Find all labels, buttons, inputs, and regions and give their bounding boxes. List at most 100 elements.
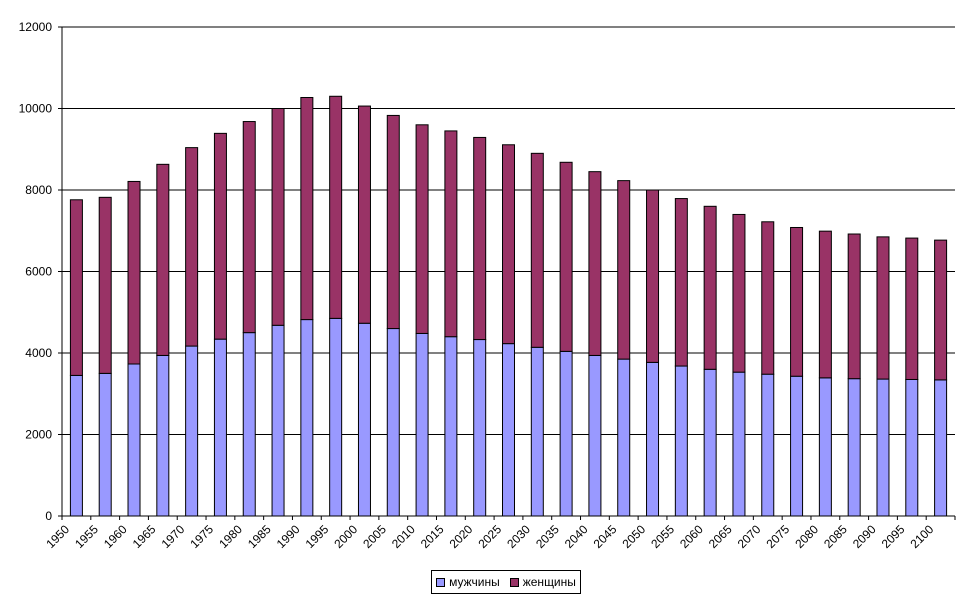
bar-women — [674, 198, 688, 367]
x-tick-label: 1965 — [130, 522, 159, 551]
bar-men — [530, 346, 544, 517]
bar-women — [559, 161, 573, 352]
bar-men — [242, 332, 256, 517]
y-tick-label: 4000 — [25, 346, 52, 360]
x-tick-label: 2085 — [821, 522, 850, 551]
bar-women — [98, 196, 112, 374]
x-tick-label: 2080 — [792, 522, 821, 551]
bar-men — [386, 328, 400, 517]
x-tick-label: 2095 — [879, 522, 908, 551]
bar-men — [300, 319, 314, 517]
y-tick-label: 6000 — [25, 265, 52, 279]
bar-men — [876, 378, 890, 517]
x-tick-label: 1955 — [72, 522, 101, 551]
bar-women — [732, 213, 746, 373]
bar-men — [905, 378, 919, 517]
x-tick-label: 2015 — [418, 522, 447, 551]
bar-women — [386, 114, 400, 330]
x-tick-label: 2065 — [706, 522, 735, 551]
bar-women — [617, 180, 631, 360]
x-tick-label: 1975 — [187, 522, 216, 551]
bar-men — [185, 345, 199, 517]
x-tick-label: 1980 — [216, 522, 245, 551]
legend-swatch-men — [436, 577, 446, 587]
bar-women — [242, 121, 256, 334]
bar-women — [790, 226, 804, 377]
x-tick-labels: 1950 1955 1960 1965 1970 1975 1980 1985 1990 1995… — [43, 522, 936, 551]
bar-women — [588, 171, 602, 356]
bar-women — [127, 180, 141, 365]
legend-label-women: женщины — [522, 575, 576, 589]
x-tick-label: 1960 — [101, 522, 130, 551]
bar-men — [617, 358, 631, 517]
bar-women — [934, 239, 948, 381]
bar-women — [876, 236, 890, 380]
legend-swatch-women — [509, 577, 519, 587]
bar-women — [818, 230, 832, 379]
x-tick-label: 2030 — [504, 522, 533, 551]
bar-women — [213, 132, 227, 340]
x-tick-label: 2055 — [648, 522, 677, 551]
bar-men — [357, 322, 371, 517]
bar-women — [329, 95, 343, 319]
bar-women — [444, 130, 458, 338]
x-tick-label: 2070 — [735, 522, 764, 551]
bar-men — [271, 324, 285, 517]
x-tick-label: 1970 — [159, 522, 188, 551]
y-tick-label: 10000 — [19, 102, 53, 116]
legend-item-women: женщины — [509, 575, 576, 589]
bar-men — [415, 332, 429, 517]
legend-item-men: мужчины — [436, 575, 500, 589]
bar-women — [271, 108, 285, 326]
bar-men — [703, 368, 717, 517]
bar-women — [703, 205, 717, 370]
x-tick-label: 2025 — [475, 522, 504, 551]
legend: мужчины женщины — [431, 570, 581, 594]
bar-men — [847, 378, 861, 517]
bar-women — [761, 221, 775, 375]
y-tick-labels: 0 2000 4000 6000 8000 10000 12000 — [19, 20, 53, 523]
x-tick-label: 2035 — [533, 522, 562, 551]
bar-women — [502, 144, 515, 345]
y-tick-label: 0 — [45, 509, 52, 523]
bar-men — [790, 375, 804, 517]
bar-men — [761, 373, 775, 517]
bar-men — [559, 350, 573, 517]
x-tick-label: 2010 — [389, 522, 418, 551]
x-tick-label: 1990 — [274, 522, 303, 551]
x-tick-label: 2090 — [850, 522, 879, 551]
bar-women — [847, 233, 861, 380]
x-tick-label: 2050 — [619, 522, 648, 551]
bar-women — [530, 152, 544, 348]
bar-men — [732, 371, 746, 517]
x-tick-label: 1950 — [43, 522, 72, 551]
bar-women — [905, 237, 919, 380]
y-tick-label: 12000 — [19, 20, 53, 34]
x-tick-label: 1995 — [303, 522, 332, 551]
bar-women — [300, 96, 314, 321]
bar-men — [69, 374, 83, 517]
x-tick-label: 2100 — [908, 522, 937, 551]
x-tick-label: 2005 — [360, 522, 389, 551]
x-tick-label: 2000 — [331, 522, 360, 551]
x-tick-label: 2075 — [764, 522, 793, 551]
bar-men — [156, 354, 170, 517]
bar-men — [127, 363, 141, 517]
axes — [58, 26, 956, 520]
bar-men — [329, 317, 343, 517]
bar-women — [69, 199, 83, 376]
bar-men — [674, 365, 688, 517]
bar-men — [213, 338, 227, 517]
x-tick-label: 2020 — [447, 522, 476, 551]
x-tick-label: 2060 — [677, 522, 706, 551]
bar-men — [98, 372, 112, 517]
bar-men — [588, 354, 602, 517]
bar-women — [357, 105, 371, 324]
x-tick-label: 2045 — [591, 522, 620, 551]
bar-men — [473, 339, 487, 517]
x-tick-label: 1985 — [245, 522, 274, 551]
bar-men — [502, 343, 515, 517]
y-tick-label: 2000 — [25, 428, 52, 442]
bar-women — [415, 124, 429, 334]
